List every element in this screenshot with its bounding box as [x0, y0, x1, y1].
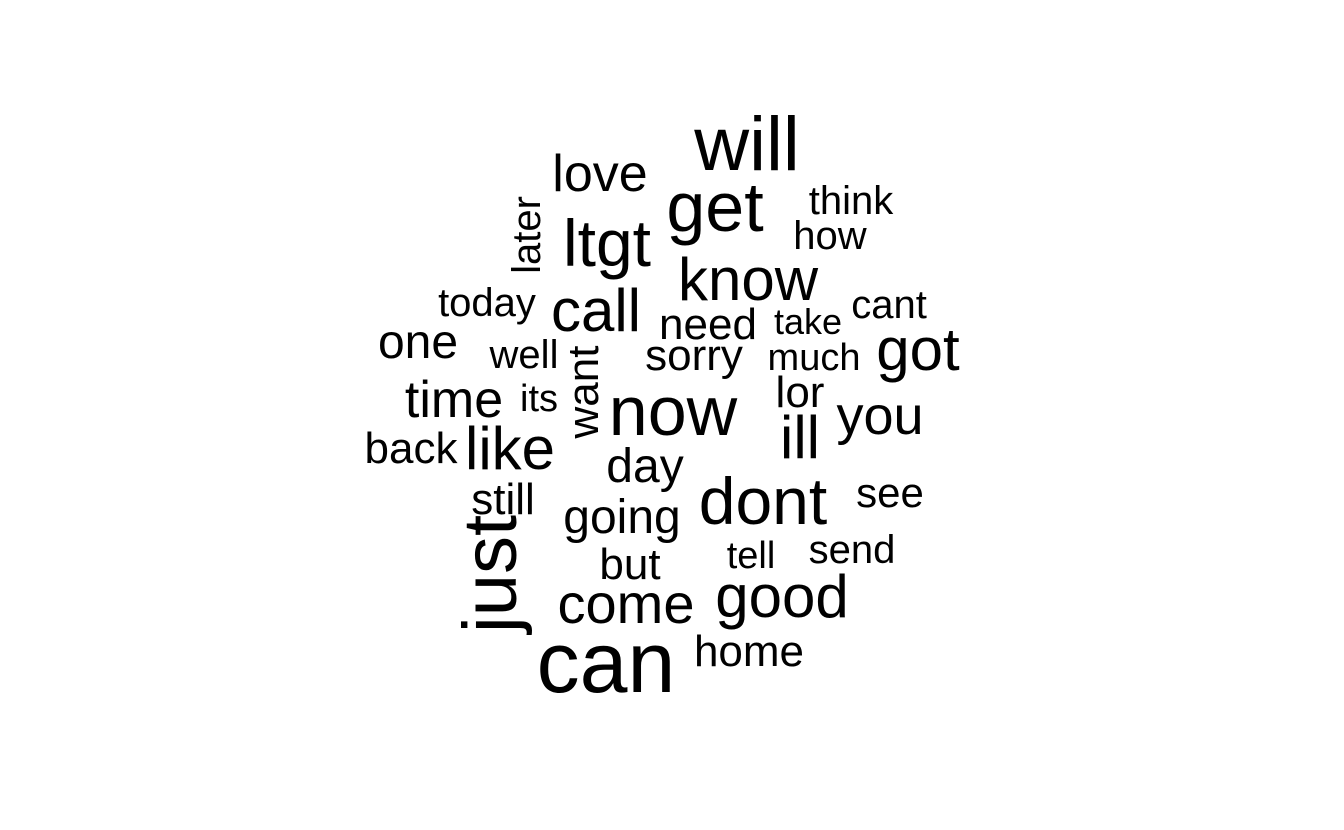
word-lor: lor — [775, 368, 825, 417]
word-now: now — [608, 372, 738, 450]
word-see: see — [856, 469, 924, 516]
word-much: much — [767, 337, 861, 379]
word-well: well — [489, 333, 559, 377]
word-you: you — [836, 386, 924, 446]
word-going: going — [563, 491, 681, 544]
word-send: send — [808, 528, 896, 572]
word-still: still — [471, 475, 535, 524]
word-ltgt: ltgt — [562, 206, 652, 280]
word-time: time — [404, 371, 504, 429]
word-cant: cant — [851, 283, 927, 327]
word-call: call — [550, 277, 642, 344]
word-one: one — [377, 316, 459, 369]
word-need: need — [659, 300, 757, 349]
word-like: like — [464, 415, 556, 482]
word-back: back — [364, 424, 458, 473]
word-take: take — [773, 301, 843, 342]
word-how: how — [793, 214, 867, 258]
word-can: can — [536, 615, 676, 711]
word-home: home — [693, 627, 805, 676]
word-tell: tell — [726, 535, 776, 577]
word-come: come — [557, 572, 695, 635]
word-think: think — [808, 179, 894, 223]
word-sorry: sorry — [645, 331, 743, 380]
word-will: will — [694, 102, 800, 187]
word-good: good — [715, 563, 849, 630]
word-love: love — [552, 145, 648, 203]
word-its: its — [520, 378, 558, 420]
word-get: get — [666, 168, 764, 246]
word-later: later — [505, 196, 549, 274]
word-ill: ill — [780, 404, 820, 471]
word-dont: dont — [698, 464, 828, 538]
word-but: but — [599, 540, 661, 589]
word-day: day — [606, 440, 684, 493]
word-today: today — [438, 281, 536, 325]
word-got: got — [876, 316, 960, 383]
word-just: just — [448, 514, 533, 634]
word-know: know — [677, 246, 819, 313]
word-want: want — [559, 345, 608, 439]
